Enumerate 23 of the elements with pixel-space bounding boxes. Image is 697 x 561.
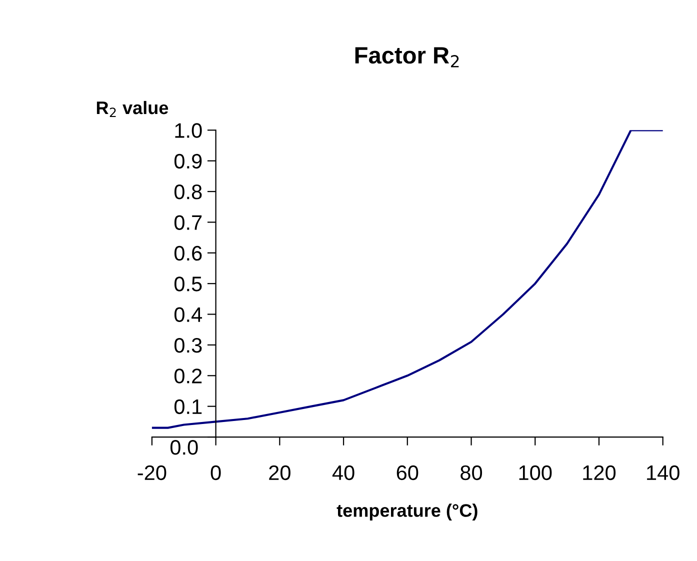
chart-title: Factor R$_{2}$ <box>355 47 459 68</box>
y-tick-label: 1.0 <box>175 123 202 138</box>
x-tick-label: 40 <box>332 465 354 480</box>
y-tick-label: 0.5 <box>174 276 202 292</box>
x-tick-label: 140 <box>647 465 680 480</box>
y-tick-label: 0.9 <box>174 154 202 169</box>
y-tick-label: 0.6 <box>174 246 202 261</box>
x-axis-title: temperature (°C) <box>336 504 478 520</box>
y-tick-label: 0.3 <box>174 338 202 353</box>
x-tick-label: 80 <box>460 465 482 480</box>
y-tick-label: 0.0 <box>170 440 198 455</box>
x-tick-label: 20 <box>269 465 290 480</box>
x-tick-label: 0 <box>210 465 221 480</box>
y-tick-label: 0.7 <box>174 215 202 230</box>
x-tick-label: 120 <box>583 465 616 480</box>
y-axis-title: R$_{2}$ value <box>96 100 168 117</box>
y-tick-label: 0.1 <box>174 399 202 414</box>
y-tick-label: 0.2 <box>174 368 202 384</box>
x-tick-label: 100 <box>519 465 552 480</box>
y-tick-label: 0.4 <box>174 307 202 322</box>
x-tick-label: 60 <box>396 465 418 480</box>
y-tick-label: 0.8 <box>174 184 202 200</box>
x-tick-label: -20 <box>138 465 166 480</box>
